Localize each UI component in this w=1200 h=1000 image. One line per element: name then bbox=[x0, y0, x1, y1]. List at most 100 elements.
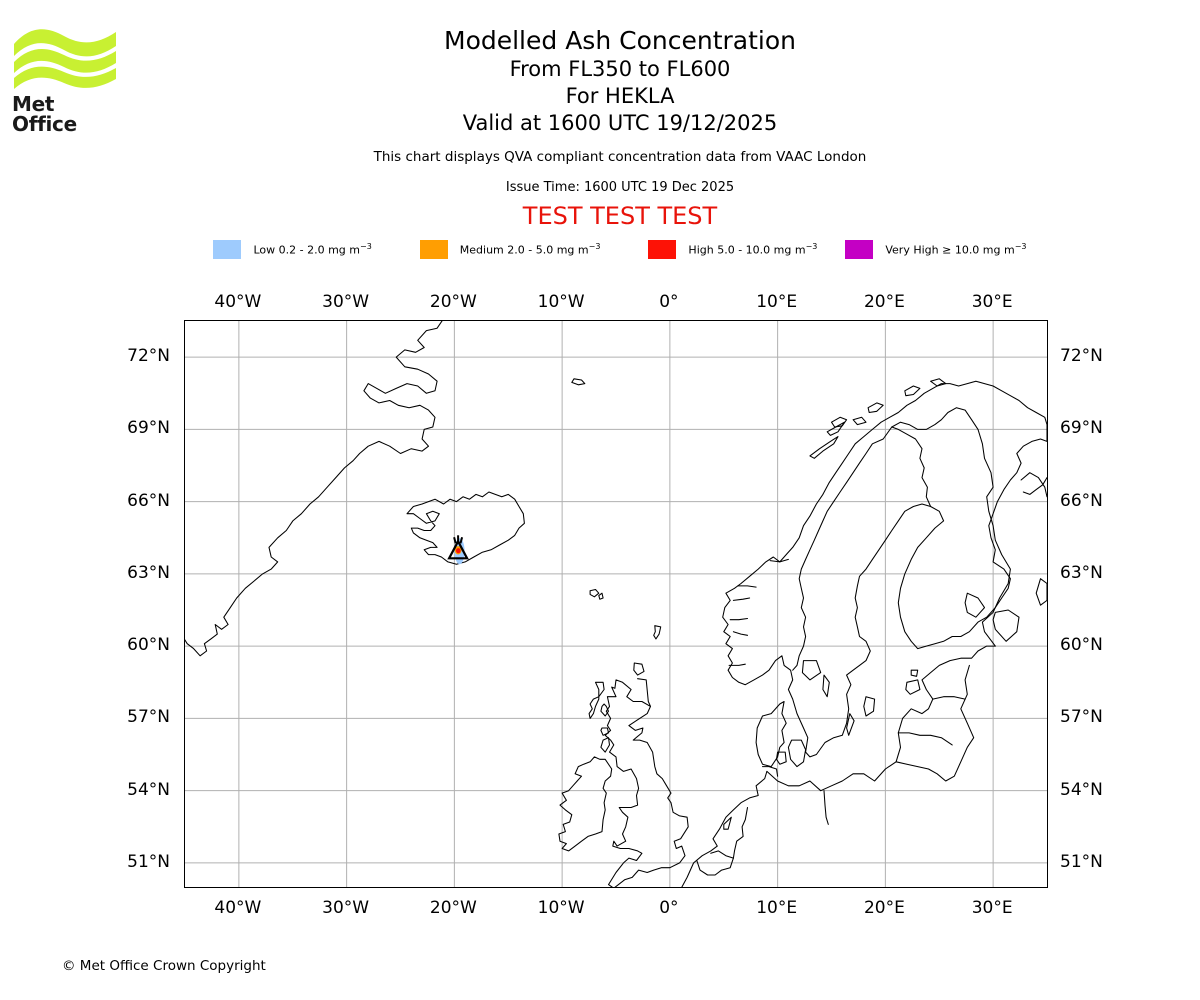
chart-source-note: This chart displays QVA compliant concen… bbox=[373, 149, 867, 165]
coastline-finnmark-isle bbox=[930, 378, 947, 387]
coastline-border-pol-ger bbox=[823, 790, 829, 825]
legend-swatch-low bbox=[213, 240, 242, 259]
lon-tick-label-bottom: 10°E bbox=[756, 898, 798, 918]
coastline-white-sea-coast bbox=[1020, 472, 1047, 498]
lat-tick-label-left: 54°N bbox=[127, 779, 170, 800]
lon-tick-label-bottom: 10°W bbox=[537, 898, 585, 918]
coastline-border-ger-nl bbox=[732, 806, 749, 859]
coastline-lake-ladoga bbox=[992, 609, 1020, 642]
lat-tick-label-left: 63°N bbox=[127, 562, 170, 583]
coastline-soroya bbox=[904, 385, 921, 397]
legend-label-very-high: Very High ≥ 10.0 mg m−3 bbox=[885, 242, 1027, 257]
coastline-saaremaa bbox=[905, 679, 921, 695]
coastline-lake-vanern bbox=[801, 660, 822, 681]
coastline-islay-jura bbox=[600, 737, 611, 753]
legend-label-low: Low 0.2 - 2.0 mg m−3 bbox=[253, 242, 372, 257]
lon-tick-label-bottom: 40°W bbox=[214, 898, 262, 918]
volcano-eruption-tick-0 bbox=[453, 537, 457, 544]
lat-tick-label-left: 72°N bbox=[127, 346, 170, 367]
coastline-norway-fjord-3 bbox=[732, 597, 751, 601]
lat-tick-label-left: 57°N bbox=[127, 707, 170, 728]
coastline-border-fin-rus bbox=[891, 407, 1011, 647]
coastline-outer-hebrides bbox=[588, 681, 605, 719]
coastline-border-lat-est bbox=[932, 696, 966, 700]
coastline-senja bbox=[852, 416, 867, 426]
lat-tick-label-right: 72°N bbox=[1060, 346, 1103, 367]
coastline-lake-vattern bbox=[822, 674, 830, 698]
lat-tick-label-right: 60°N bbox=[1060, 635, 1103, 656]
lon-tick-label-bottom: 0° bbox=[659, 898, 679, 918]
coastline-norway-fjord-1 bbox=[732, 631, 749, 636]
lon-tick-label-top: 0° bbox=[659, 292, 679, 312]
coastline-nw-europe-coast bbox=[681, 770, 768, 887]
lon-tick-label-top: 20°W bbox=[429, 292, 477, 312]
lat-tick-label-left: 51°N bbox=[127, 851, 170, 872]
coastline-norway-fjord-5 bbox=[769, 558, 789, 563]
chart-title-block: Modelled Ash Concentration From FL350 to… bbox=[140, 26, 1100, 230]
coastline-vesteralen bbox=[830, 416, 848, 428]
coastline-norway-fjord-2 bbox=[729, 617, 749, 621]
lat-tick-label-right: 51°N bbox=[1060, 851, 1103, 872]
met-office-logo: Met Office bbox=[12, 22, 122, 134]
legend-item-low: Low 0.2 - 2.0 mg m−3 bbox=[213, 240, 372, 259]
lon-tick-label-top: 30°W bbox=[322, 292, 370, 312]
coastline-hiiumaa bbox=[910, 669, 919, 677]
legend-swatch-medium bbox=[419, 240, 448, 259]
lon-tick-label-bottom: 30°W bbox=[322, 898, 370, 918]
lat-tick-label-left: 60°N bbox=[127, 635, 170, 656]
lat-tick-label-right: 57°N bbox=[1060, 707, 1103, 728]
legend-label-high: High 5.0 - 10.0 mg m−3 bbox=[688, 242, 818, 257]
coastline-faroes-2 bbox=[598, 592, 604, 600]
coastline-russia-ne-coast bbox=[1022, 477, 1047, 495]
chart-title-valid-time: Valid at 1600 UTC 19/12/2025 bbox=[462, 111, 778, 135]
coastline-scandinavia-mainland bbox=[722, 380, 1047, 758]
lat-tick-label-right: 69°N bbox=[1060, 418, 1103, 439]
chart-title-volcano: For HEKLA bbox=[565, 84, 675, 108]
coastline-iceland bbox=[406, 491, 525, 565]
lat-tick-label-right: 66°N bbox=[1060, 490, 1103, 511]
coastline-ijsselmeer bbox=[723, 816, 732, 830]
volcano-marker bbox=[447, 535, 469, 560]
lat-tick-label-left: 69°N bbox=[127, 418, 170, 439]
coastline-norway-fjord-4 bbox=[737, 585, 757, 588]
coastline-lake-saimaa bbox=[964, 592, 986, 618]
coastline-denmark-zealand bbox=[787, 739, 807, 768]
lon-tick-label-top: 10°W bbox=[537, 292, 585, 312]
map-canvas bbox=[185, 321, 1047, 887]
map-coastlines bbox=[185, 321, 1047, 887]
lat-tick-label-right: 54°N bbox=[1060, 779, 1103, 800]
coastline-baltic-south-coast bbox=[766, 645, 996, 792]
legend-item-very-high: Very High ≥ 10.0 mg m−3 bbox=[845, 240, 1027, 259]
coastline-isle-of-mull bbox=[600, 727, 610, 736]
coastline-lofoten-1 bbox=[809, 436, 839, 459]
coastline-border-be-fr bbox=[696, 857, 734, 876]
coastline-ireland bbox=[558, 756, 613, 852]
chart-title-flight-levels: From FL350 to FL600 bbox=[509, 57, 731, 81]
coastline-denmark-jutland bbox=[755, 700, 787, 768]
lon-tick-label-top: 40°W bbox=[214, 292, 262, 312]
coastline-norway-fjord-6 bbox=[728, 663, 746, 666]
coastline-great-britain bbox=[604, 678, 689, 887]
coastline-jan-mayen bbox=[571, 378, 586, 386]
lon-tick-label-bottom: 20°W bbox=[429, 898, 477, 918]
coastline-border-lit-lat bbox=[897, 732, 953, 746]
met-office-logo-text: Met Office bbox=[12, 92, 77, 136]
copyright-footer: © Met Office Crown Copyright bbox=[62, 958, 266, 974]
coastline-isle-of-skye bbox=[600, 703, 610, 717]
lon-tick-label-bottom: 30°E bbox=[971, 898, 1013, 918]
test-banner: TEST TEST TEST bbox=[522, 202, 718, 230]
coastline-orkney bbox=[633, 662, 645, 676]
coastline-border-nor-swe bbox=[792, 426, 893, 671]
coastline-denmark-funen bbox=[775, 751, 787, 765]
chart-title-line1: Modelled Ash Concentration bbox=[444, 26, 796, 55]
coastline-shetland bbox=[653, 625, 662, 640]
volcano-triangle-icon bbox=[447, 538, 469, 560]
coastline-greenland-east bbox=[185, 321, 443, 657]
lat-tick-label-right: 63°N bbox=[1060, 562, 1103, 583]
legend-item-medium: Medium 2.0 - 5.0 mg m−3 bbox=[419, 240, 600, 259]
coastline-gotland bbox=[863, 696, 876, 717]
met-office-wave-mark bbox=[14, 29, 116, 89]
coastline-lake-onega bbox=[1035, 578, 1047, 606]
map-gridlines bbox=[185, 321, 1047, 887]
coastline-tromso-isle bbox=[867, 402, 884, 414]
